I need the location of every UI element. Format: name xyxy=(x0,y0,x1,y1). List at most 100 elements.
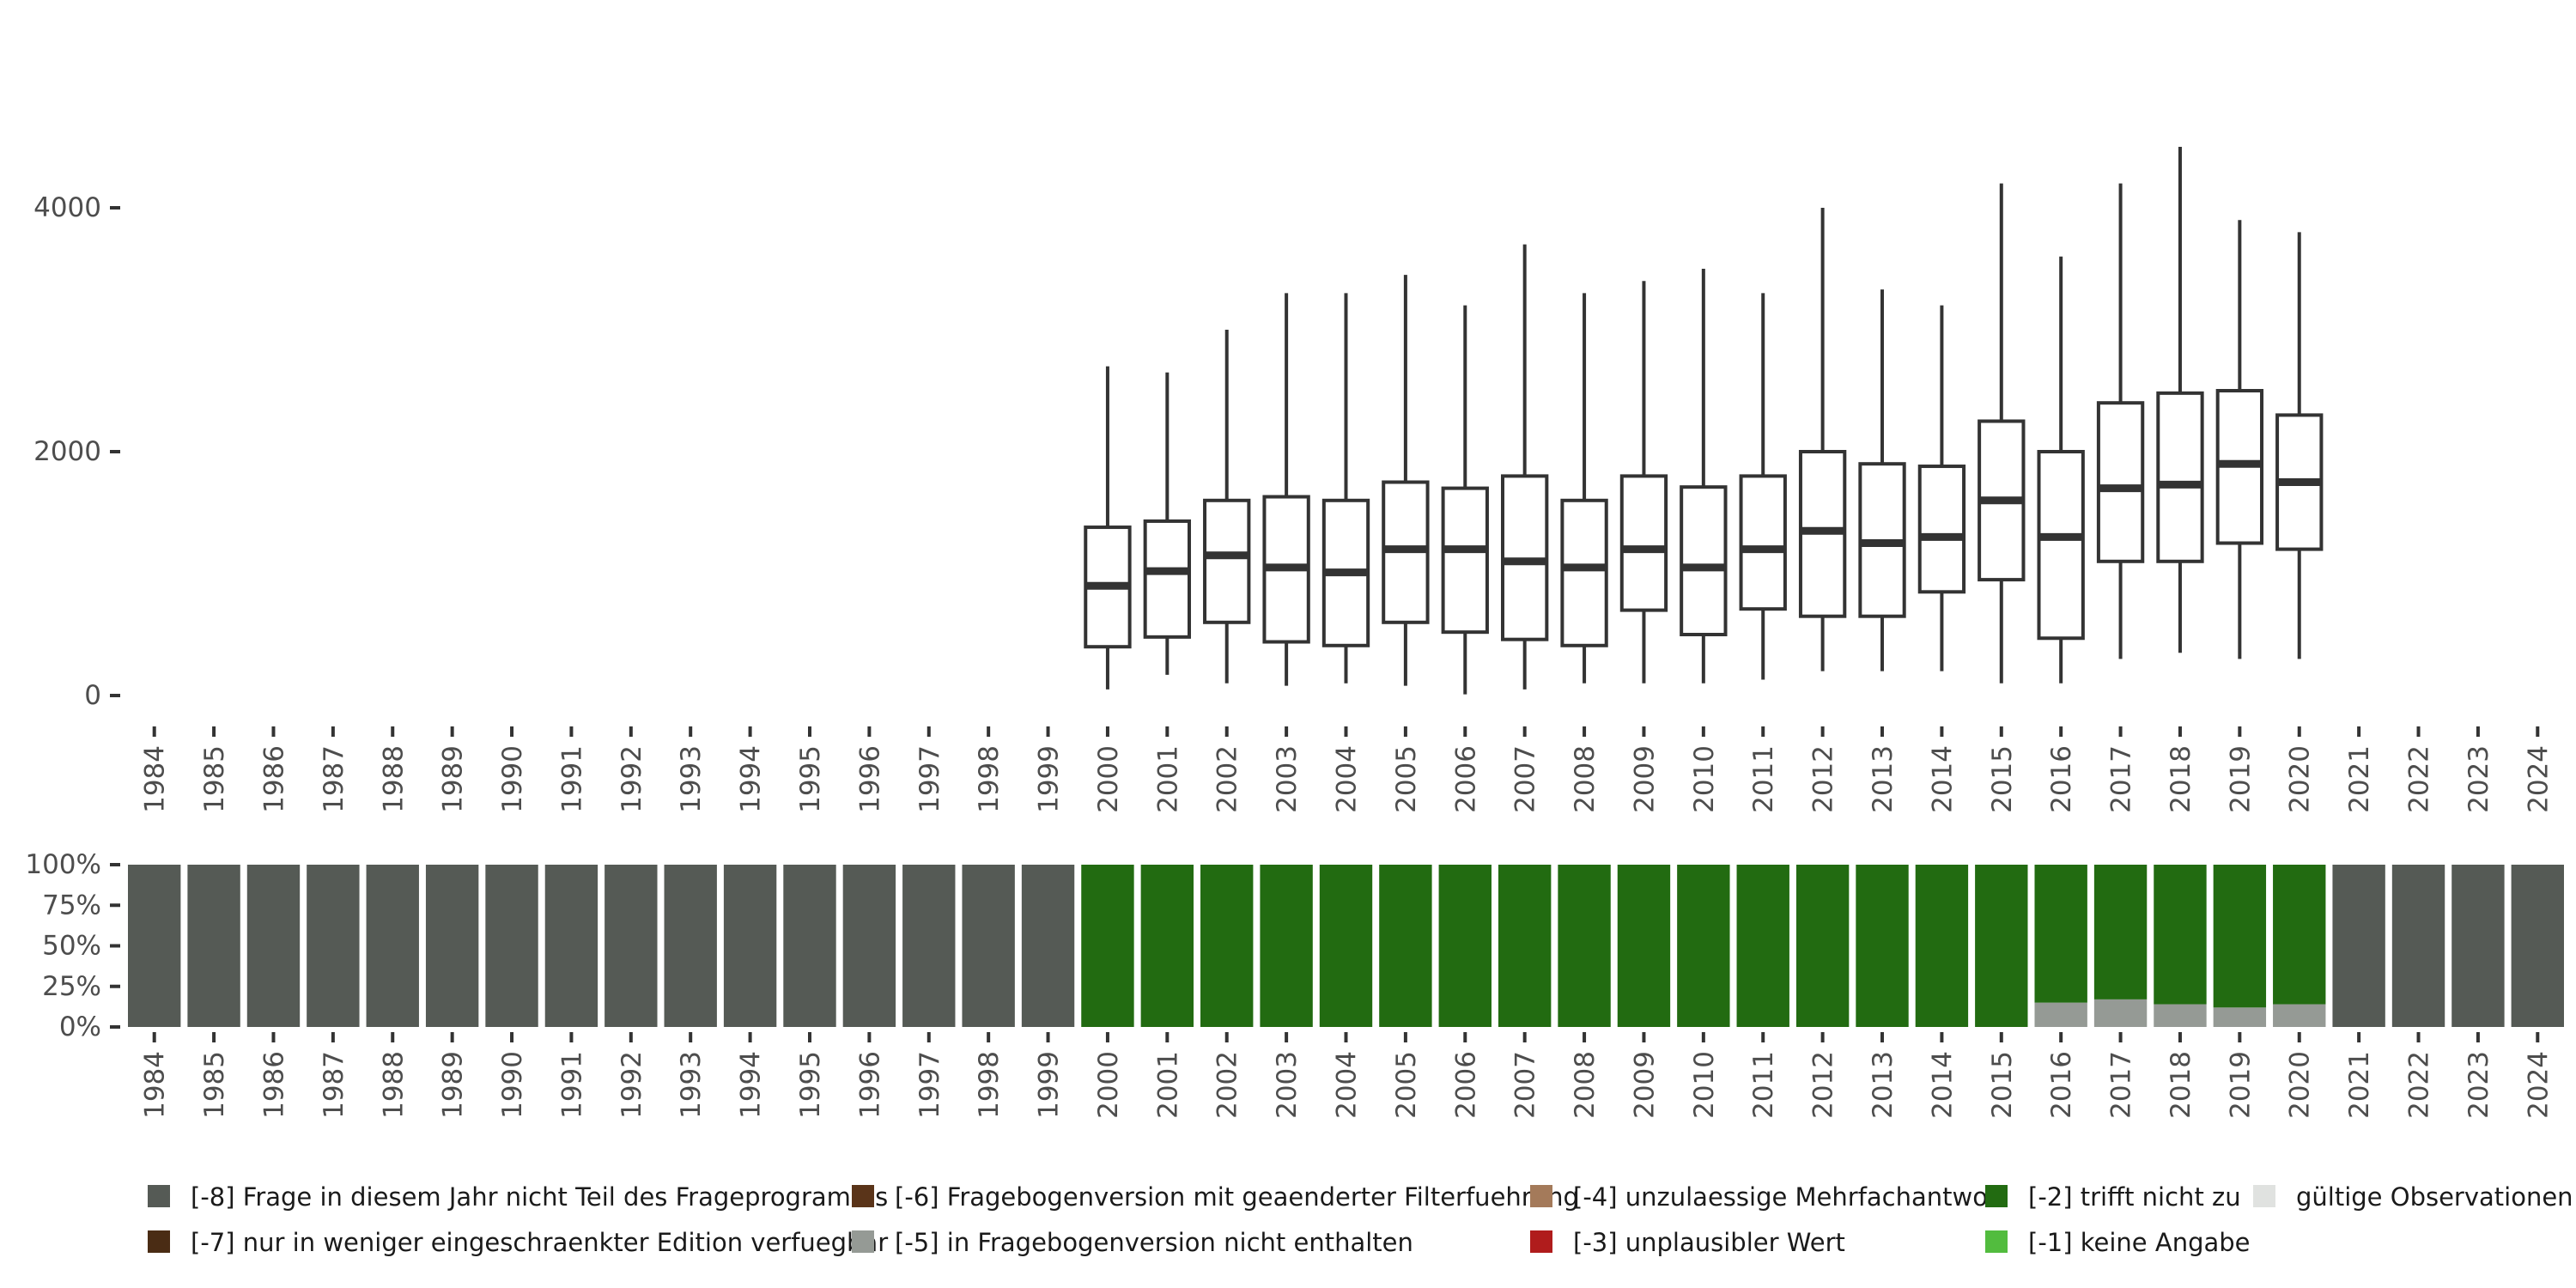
bar-2008 xyxy=(1558,865,1611,1027)
bar-2006 xyxy=(1438,865,1492,1027)
x-tick-label: 2018 xyxy=(2166,745,2196,813)
x-tick-label: 1999 xyxy=(1034,1051,1065,1119)
x-tick-label: 2013 xyxy=(1868,745,1899,813)
box-2012 xyxy=(1798,208,1847,671)
bar-segment xyxy=(605,865,658,1027)
x-tick-label: 1993 xyxy=(676,1051,707,1119)
box-2009 xyxy=(1619,281,1668,683)
legend-label: [-4] unzulaessige Mehrfachantwort xyxy=(1573,1182,2008,1212)
x-tick-label: 1992 xyxy=(617,1051,647,1119)
bar-segment xyxy=(2034,865,2087,1003)
x-tick-label: 1998 xyxy=(974,745,1005,813)
x-tick-label: 1996 xyxy=(854,1051,885,1119)
x-tick-label: 1989 xyxy=(438,1051,469,1119)
x-tick-label: 2006 xyxy=(1450,745,1481,813)
bar-1999 xyxy=(1021,865,1075,1027)
x-tick-label: 1988 xyxy=(378,1051,409,1119)
bar-1987 xyxy=(307,865,360,1027)
x-tick-label: 2006 xyxy=(1450,1051,1481,1119)
x-tick-label: 2010 xyxy=(1689,1051,1720,1119)
box-iqr xyxy=(2156,391,2204,563)
bar-segment xyxy=(1677,865,1730,1027)
legend-swatch xyxy=(2253,1185,2275,1207)
x-tick-label: 2016 xyxy=(2046,745,2077,813)
legend-item: [-8] Frage in diesem Jahr nicht Teil des… xyxy=(148,1182,888,1212)
box-2013 xyxy=(1858,289,1906,671)
bar-segment xyxy=(425,865,479,1027)
bar-2007 xyxy=(1498,865,1552,1027)
bar-segment xyxy=(1319,865,1373,1027)
box-2011 xyxy=(1739,293,1787,680)
stacked-bar-panel: 0% 25% 50% 75% 100% xyxy=(25,849,2564,1042)
bar-segment xyxy=(1856,865,1909,1027)
box-iqr xyxy=(1680,485,1728,636)
legend-label: gültige Observationen xyxy=(2296,1182,2573,1212)
bar-segment xyxy=(1081,865,1134,1027)
box-iqr xyxy=(1143,519,1192,639)
bar-2004 xyxy=(1319,865,1373,1027)
x-tick-label: 2024 xyxy=(2523,1051,2554,1119)
bar-segment xyxy=(2093,999,2148,1027)
legend-label: [-2] trifft nicht zu xyxy=(2028,1182,2241,1212)
x-tick-label: 1995 xyxy=(795,1051,826,1119)
x-tick-label: 1991 xyxy=(556,745,587,813)
bar-segment xyxy=(2213,1007,2267,1027)
x-tick-label: 2014 xyxy=(1927,1051,1958,1119)
y-tick-label: 100% xyxy=(25,849,101,880)
bar-1985 xyxy=(187,865,240,1027)
x-tick-label: 2001 xyxy=(1152,745,1183,813)
legend-swatch xyxy=(1530,1230,1552,1253)
bar-segment xyxy=(2391,865,2445,1027)
bar-segment xyxy=(1200,865,1254,1027)
bar-1988 xyxy=(366,865,419,1027)
box-2019 xyxy=(2215,220,2264,659)
bar-segment xyxy=(128,865,181,1027)
legend-label: [-6] Fragebogenversion mit geaenderter F… xyxy=(895,1182,1579,1212)
legend: [-8] Frage in diesem Jahr nicht Teil des… xyxy=(148,1182,2573,1257)
y-tick-label: 2000 xyxy=(33,436,101,467)
bar-segment xyxy=(842,865,896,1027)
bar-segment xyxy=(1736,865,1789,1027)
legend-item: [-2] trifft nicht zu xyxy=(1985,1182,2241,1212)
x-tick-label: 2015 xyxy=(1987,745,2018,813)
legend-label: [-8] Frage in diesem Jahr nicht Teil des… xyxy=(191,1182,888,1212)
bar-segment xyxy=(1975,865,2028,1027)
bar-2011 xyxy=(1736,865,1789,1027)
x-tick-label: 2013 xyxy=(1868,1051,1899,1119)
legend-label: [-3] unplausibler Wert xyxy=(1573,1228,1845,1257)
legend-item: gültige Observationen xyxy=(2253,1182,2573,1212)
bar-segment xyxy=(2093,865,2148,999)
bar-segment xyxy=(2273,1004,2326,1027)
bar-1995 xyxy=(783,865,836,1027)
x-tick-label: 1990 xyxy=(497,745,528,813)
x-tick-label: 2023 xyxy=(2464,745,2494,813)
legend-swatch xyxy=(1985,1230,2008,1253)
bar-1996 xyxy=(842,865,896,1027)
bar-2024 xyxy=(2511,865,2564,1027)
x-tick-label: 2008 xyxy=(1570,1051,1601,1119)
x-tick-label: 1994 xyxy=(736,745,767,813)
bar-segment xyxy=(1915,865,1969,1027)
bar-2017 xyxy=(2093,865,2148,1027)
legend-item: [-3] unplausibler Wert xyxy=(1530,1228,1845,1257)
bar-segment xyxy=(723,865,777,1027)
bar-segment xyxy=(1140,865,1194,1027)
box-2015 xyxy=(1978,183,2026,683)
bar-1997 xyxy=(902,865,956,1027)
box-2020 xyxy=(2275,232,2324,659)
bar-segment xyxy=(246,865,301,1027)
box-iqr xyxy=(1441,486,1489,635)
bar-1994 xyxy=(723,865,777,1027)
box-iqr xyxy=(1560,498,1608,647)
y-tick-label: 0% xyxy=(59,1012,101,1042)
bar-segment xyxy=(2332,865,2385,1027)
x-tick-label: 1997 xyxy=(914,1051,945,1119)
legend-swatch xyxy=(852,1185,874,1207)
x-tick-label: 2009 xyxy=(1629,1051,1660,1119)
x-tick-label: 2003 xyxy=(1272,1051,1303,1119)
x-tick-label: 2014 xyxy=(1927,745,1958,813)
x-tick-label: 2009 xyxy=(1629,745,1660,813)
legend-label: [-1] keine Angabe xyxy=(2028,1228,2251,1257)
x-tick-label: 2017 xyxy=(2106,1051,2137,1119)
x-tick-label: 1992 xyxy=(617,745,647,813)
